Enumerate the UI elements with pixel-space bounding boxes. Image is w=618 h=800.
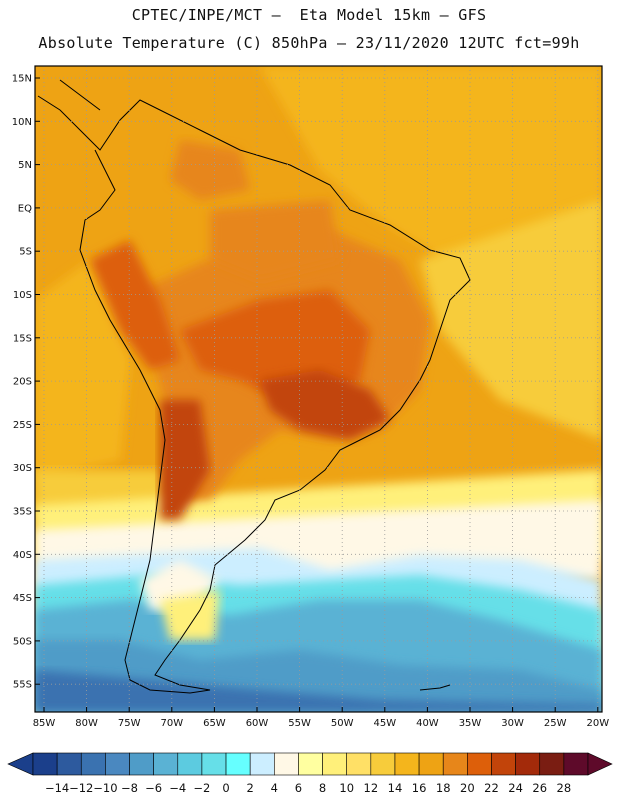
lat-label: 45S [13,593,32,604]
colorbar-label: 2 [247,781,254,795]
colorbar-swatch [563,752,589,776]
temperature-field [35,66,602,712]
colorbar-label: −6 [145,781,162,795]
colorbar-label: −12 [69,781,93,795]
colorbar-swatch [177,752,203,776]
latitude-labels: 15N 10N 5N EQ 5S 10S 15S 20S 25S 30S 35S 40S 45S 50S 5… [12,74,40,691]
colorbar-label: 4 [271,781,278,795]
map-frame [34,65,603,713]
lon-label: 50W [331,718,354,729]
lon-label: 30W [501,718,524,729]
longitude-labels: 85W 80W 75W 70W 65W 60W 55W 50W 45W 40W 35W 30W 25W 2… [33,707,609,729]
colorbar-label: 28 [557,781,572,795]
lat-label: 10S [13,290,32,301]
colorbar-label: 12 [364,781,379,795]
chart-title-line1: CPTEC/INPE/MCT – Eta Model 15km – GFS [131,6,487,24]
colorbar-swatch [322,752,347,776]
lat-label: 50S [13,636,32,647]
colorbar-swatch [467,752,492,776]
colorbar-label: 6 [295,781,302,795]
lon-label: 20W [586,718,609,729]
lon-label: 55W [288,718,311,729]
colorbar-label: 16 [412,781,427,795]
lat-label: 25S [13,420,32,431]
lon-label: 60W [246,718,269,729]
lat-label: EQ [18,203,32,214]
lat-label: 30S [13,463,32,474]
colorbar-label: 22 [484,781,499,795]
lon-label: 85W [33,718,56,729]
colorbar-swatch [298,752,323,776]
colorbar-label: 24 [508,781,523,795]
lon-label: 70W [160,718,183,729]
colorbar-over-arrow [587,752,613,776]
colorbar-swatch [515,752,541,776]
lon-label: 75W [118,718,141,729]
colorbar-label: 20 [460,781,475,795]
colorbar-swatch [32,752,58,776]
lat-label: 5S [19,247,32,258]
colorbar-swatch [201,752,227,776]
colorbar-label: −2 [193,781,210,795]
lat-label: 40S [13,550,32,561]
lat-label: 20S [13,377,32,388]
colorbar-swatch [274,752,299,776]
colorbar-under-arrow [7,752,34,776]
lon-label: 40W [416,718,439,729]
colorbar-labels: −14 −12 −10 −8 −6 −4 −2 0 2 4 6 8 10 12 14 16 18 20 22 24 26… [45,781,571,795]
colorbar-label: 26 [532,781,547,795]
colorbar-swatch [491,752,516,776]
colorbar-label: −10 [93,781,117,795]
lat-label: 55S [13,680,32,691]
colorbar-swatch [225,752,251,776]
colorbar-swatch [129,752,154,776]
colorbar-swatch [346,752,372,776]
chart-title-line2: Absolute Temperature (C) 850hPa – 23/11/… [38,34,580,52]
lat-label: 15S [13,333,32,344]
lon-label: 35W [459,718,482,729]
colorbar-swatch [56,752,82,776]
colorbar-swatch [418,752,444,776]
colorbar-label: −8 [121,781,138,795]
colorbar-swatch [105,752,130,776]
lon-label: 45W [373,718,396,729]
colorbar-swatch [442,752,468,776]
colorbar-swatch [394,752,420,776]
coastline [37,79,471,694]
colorbar-swatch [80,752,106,776]
colorbar-swatch [370,752,396,776]
lat-label: 35S [13,507,32,518]
lon-label: 80W [75,718,98,729]
lon-label: 25W [544,718,567,729]
lat-label: 15N [12,74,32,85]
colorbar-swatch [249,752,275,776]
colorbar-label: −4 [169,781,186,795]
map-grid [35,66,602,712]
colorbar-swatch [539,752,565,776]
colorbar-label: −14 [45,781,69,795]
colorbar [7,752,613,776]
colorbar-label: 10 [339,781,354,795]
lat-label: 10N [12,117,32,128]
colorbar-swatch [153,752,179,776]
colorbar-label: 14 [388,781,403,795]
lat-label: 5N [18,160,32,171]
colorbar-label: 18 [436,781,451,795]
colorbar-label: 0 [222,781,229,795]
colorbar-label: 8 [319,781,326,795]
lon-label: 65W [203,718,226,729]
